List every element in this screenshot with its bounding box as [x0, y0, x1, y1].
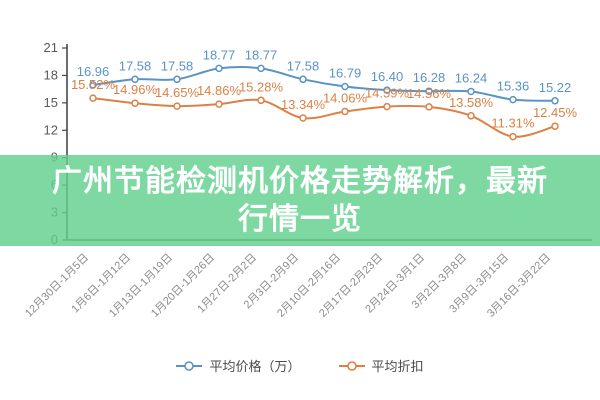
- legend-label-avg-price: 平均价格（万）: [209, 359, 301, 374]
- svg-text:15.28%: 15.28%: [239, 79, 284, 94]
- svg-text:15.52%: 15.52%: [71, 77, 116, 92]
- svg-text:17.58: 17.58: [161, 58, 194, 73]
- page-title: 广州节能检测机价格走势解析，最新行情一览: [52, 165, 548, 236]
- discount-series: 15.52%14.96%14.65%14.86%15.28% 13.34%14.0…: [71, 77, 578, 141]
- price-trend-chart: 03691215182112月30日-1月5日1月6日-1月12日1月13日-1…: [23, 40, 592, 320]
- svg-text:14.59%: 14.59%: [365, 86, 410, 101]
- legend-item-avg-discount[interactable]: 平均折扣: [338, 356, 424, 375]
- svg-text:18.77: 18.77: [203, 47, 236, 62]
- svg-text:13.34%: 13.34%: [281, 97, 326, 112]
- line-circle-marker-icon: [176, 360, 203, 372]
- svg-text:14.65%: 14.65%: [155, 85, 200, 100]
- svg-text:16.79: 16.79: [329, 66, 362, 81]
- title-overlay: 广州节能检测机价格走势解析，最新行情一览: [0, 155, 600, 246]
- line-circle-marker-icon: [338, 360, 365, 372]
- svg-text:15: 15: [44, 95, 58, 110]
- svg-text:12: 12: [44, 122, 58, 137]
- svg-text:21: 21: [44, 40, 58, 55]
- svg-text:12.45%: 12.45%: [533, 105, 578, 120]
- chart-legend: 平均价格（万） 平均折扣: [0, 356, 600, 375]
- svg-text:14.96%: 14.96%: [113, 82, 158, 97]
- svg-text:16.40: 16.40: [371, 69, 404, 84]
- svg-text:16.28: 16.28: [413, 70, 446, 85]
- svg-text:16.96: 16.96: [77, 64, 110, 79]
- svg-text:17.58: 17.58: [287, 58, 320, 73]
- svg-text:13.58%: 13.58%: [449, 95, 494, 110]
- price-series: 16.96 17.58 17.58 18.77 18.77 17.58 16.79 16.40…: [77, 47, 572, 105]
- legend-label-avg-discount: 平均折扣: [371, 359, 424, 374]
- svg-text:17.58: 17.58: [119, 58, 152, 73]
- x-axis-labels: 12月30日-1月5日1月6日-1月12日1月13日-1月19日1月20日-1月…: [23, 252, 553, 320]
- svg-text:15.22: 15.22: [539, 80, 572, 95]
- svg-text:18: 18: [44, 67, 58, 82]
- legend-item-avg-price[interactable]: 平均价格（万）: [176, 356, 301, 375]
- svg-text:14.86%: 14.86%: [197, 83, 242, 98]
- svg-text:16.24: 16.24: [455, 71, 488, 86]
- svg-text:15.36: 15.36: [497, 79, 530, 94]
- svg-text:11.31%: 11.31%: [491, 116, 535, 131]
- svg-text:14.06%: 14.06%: [323, 91, 368, 106]
- svg-text:14.56%: 14.56%: [407, 86, 452, 101]
- svg-text:18.77: 18.77: [245, 47, 278, 62]
